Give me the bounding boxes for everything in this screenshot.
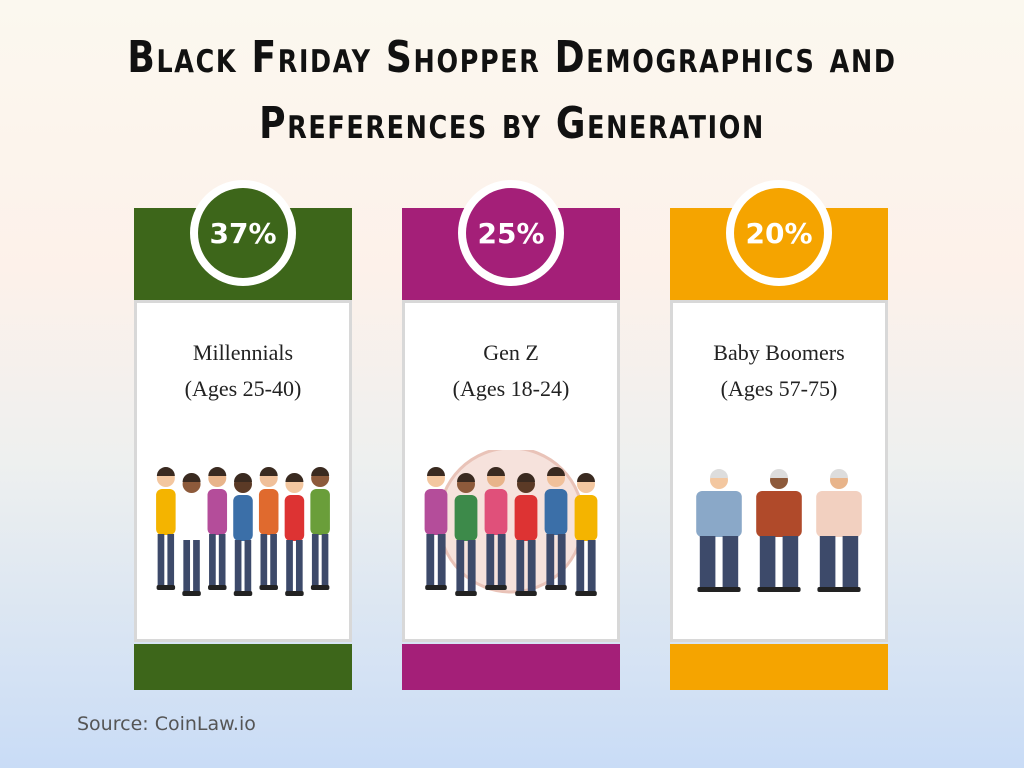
source: Source: CoinLaw.io xyxy=(77,713,256,735)
age-range: (Ages 25-40) xyxy=(184,376,302,401)
percent: 25% xyxy=(466,188,556,278)
generation-label: Millennials xyxy=(192,340,294,365)
bottom-band xyxy=(402,644,620,690)
percent: 37% xyxy=(198,188,288,278)
title: Preferences by Generation xyxy=(259,98,765,149)
percent-ring: 20% xyxy=(726,180,832,286)
card: 37% Millennials (Ages 25-40) xyxy=(134,180,352,690)
age-range: (Ages 57-75) xyxy=(720,376,838,401)
percent: 20% xyxy=(734,188,824,278)
bottom-band xyxy=(670,644,888,690)
people-illustration xyxy=(696,469,862,592)
generation-label: Baby Boomers xyxy=(713,340,845,365)
percent-ring: 37% xyxy=(190,180,296,286)
card: 25% Gen Z (Ages 18-24) xyxy=(402,180,620,690)
percent-ring: 25% xyxy=(458,180,564,286)
title: Black Friday Shopper Demographics and xyxy=(127,32,897,83)
people-illustration xyxy=(424,450,598,596)
age-range: (Ages 18-24) xyxy=(452,376,570,401)
card: 20% Baby Boomers (Ages 57-75) xyxy=(670,180,888,690)
bottom-band xyxy=(134,644,352,690)
people-illustration xyxy=(156,467,330,596)
generation-label: Gen Z xyxy=(483,340,539,365)
